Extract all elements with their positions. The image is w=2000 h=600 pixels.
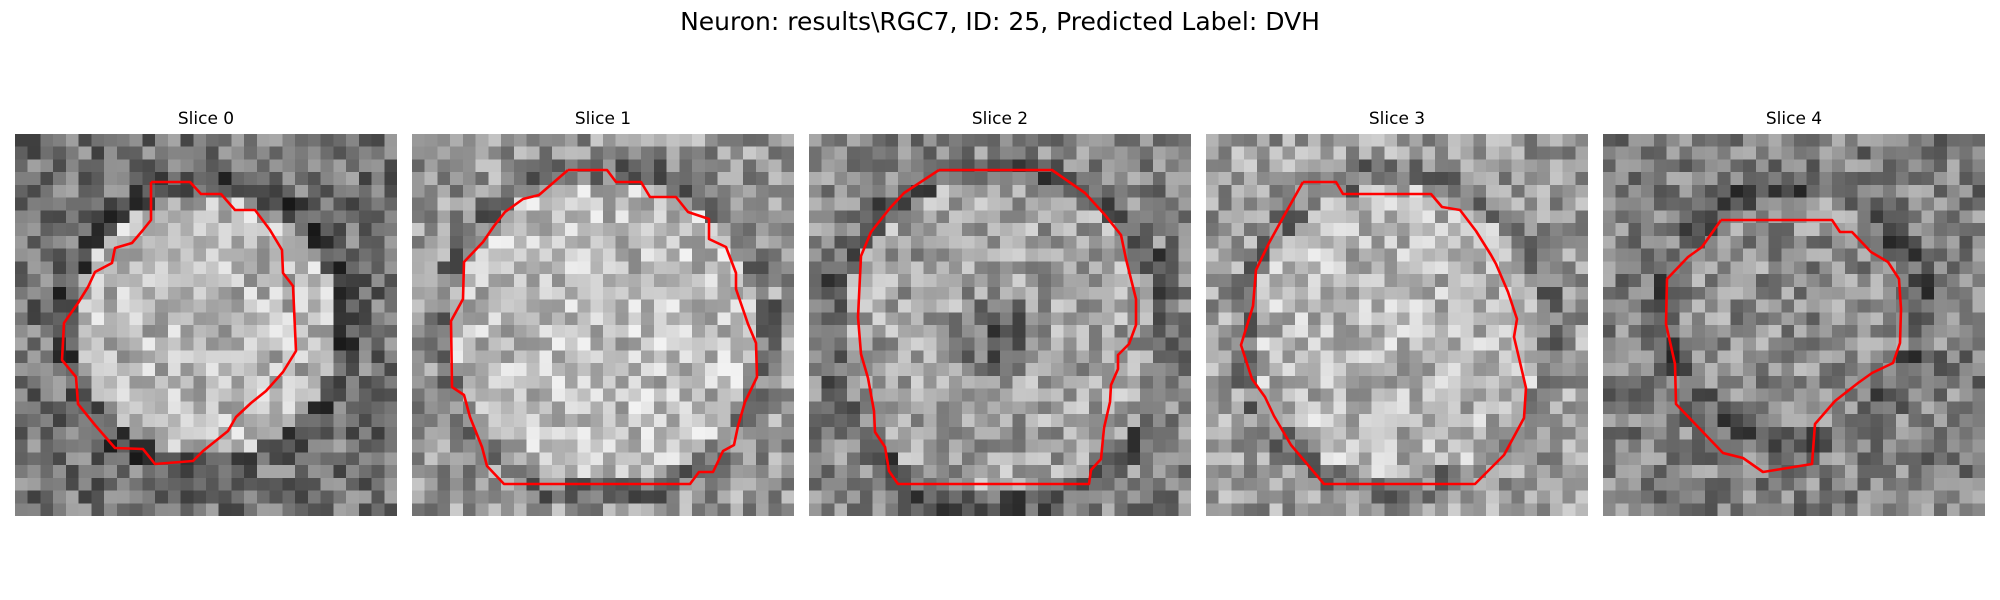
cell-contour [449,168,759,486]
slice-title: Slice 0 [177,109,235,129]
figure-title: Neuron: results\RGC7, ID: 25, Predicted … [680,7,1320,36]
slice-title: Slice 1 [574,109,632,129]
grayscale-pixel-grid [15,134,397,516]
cell-contour [856,168,1138,486]
slice-panel-3: Slice 3 [1206,108,1588,516]
grayscale-pixel-grid [412,134,794,516]
grayscale-pixel-grid [1206,134,1588,516]
slice-title: Slice 2 [971,109,1029,129]
slice-panel-2: Slice 2 [809,108,1191,516]
cell-contour [1239,180,1528,486]
slice-title: Slice 3 [1368,109,1426,129]
slice-image [1206,134,1588,516]
cell-contour [60,180,298,466]
slice-image [412,134,794,516]
slice-image [1603,134,1985,516]
slice-image [15,134,397,516]
slice-title: Slice 4 [1765,109,1823,129]
slice-panel-1: Slice 1 [412,108,794,516]
cell-contour-overlay [856,168,1138,486]
slice-image [809,134,1191,516]
cell-contour-overlay [60,180,298,466]
slice-panel-0: Slice 0 [15,108,397,516]
slice-panel-4: Slice 4 [1603,108,1985,516]
cell-contour [1664,218,1903,474]
cell-contour-overlay [1239,180,1528,486]
grayscale-pixel-grid [809,134,1191,516]
cell-contour-overlay [449,168,759,486]
cell-contour-overlay [1664,218,1903,474]
